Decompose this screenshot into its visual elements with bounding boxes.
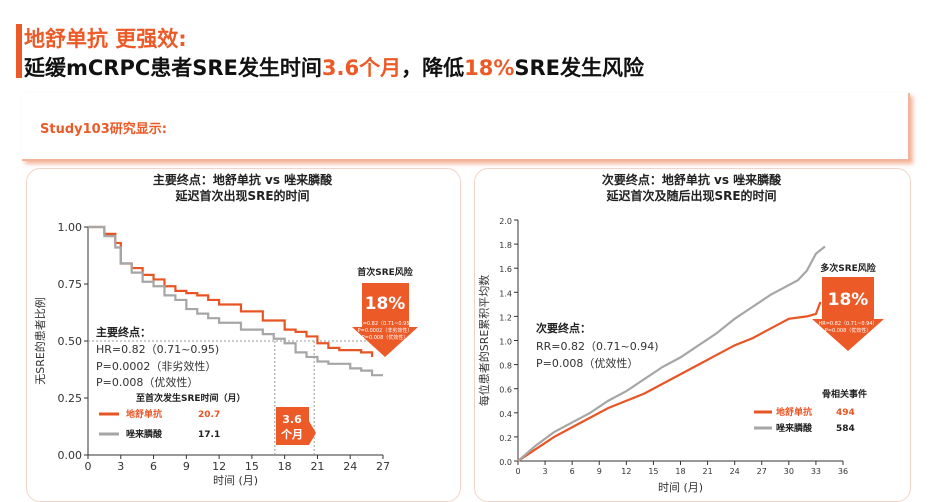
x-tick-label: 24 bbox=[730, 467, 740, 476]
x-tick-label: 0 bbox=[85, 460, 92, 473]
months-delta-badge: 3.6 个月 bbox=[276, 407, 316, 445]
headline-title: 地舒单抗 更强效: bbox=[24, 27, 187, 51]
series-line-zoledronic bbox=[88, 225, 383, 377]
legend-zoledronic-name: 唑来膦酸 bbox=[776, 422, 813, 434]
series-line-zoledronic bbox=[517, 245, 826, 462]
legend-denosumab-events: 494 bbox=[836, 408, 855, 418]
headline-part-1: 延缓mCRPC患者SRE发生时间 bbox=[24, 56, 322, 80]
y-tick-label: 1.00 bbox=[58, 221, 83, 234]
p-superiority: P=0.008（优效性） bbox=[536, 356, 638, 370]
y-tick-label: 0.6 bbox=[499, 386, 512, 395]
x-tick-label: 18 bbox=[278, 460, 292, 473]
x-tick-label: 6 bbox=[150, 460, 157, 473]
y-tick-label: 0.00 bbox=[58, 449, 83, 462]
study-banner bbox=[22, 93, 910, 161]
endpoint-title: 次要终点： bbox=[536, 321, 591, 335]
right-title-line2: 延迟首次及随后出现SRE的时间 bbox=[606, 189, 777, 203]
y-tick-label: 0.50 bbox=[58, 335, 83, 348]
legend-zoledronic-name: 唑来膦酸 bbox=[126, 428, 163, 440]
x-tick-label: 21 bbox=[310, 460, 324, 473]
y-tick-label: 1.4 bbox=[499, 289, 512, 298]
y-tick-label: 0.4 bbox=[499, 410, 512, 419]
x-axis-label: 时间 (月) bbox=[658, 481, 703, 494]
left-title-line2: 延迟首次出现SRE的时间 bbox=[175, 189, 310, 203]
y-axis-label: 每位患者的SRE累积平均数 bbox=[477, 275, 491, 407]
risk-value: 18% bbox=[828, 290, 869, 310]
legend-denosumab-name: 地舒单抗 bbox=[776, 406, 812, 418]
risk-title: 首次SRE风险 bbox=[357, 266, 414, 278]
first-sre-risk-arrow: 首次SRE风险 18% HR=0.82（0.71~0.95） P=0.0002（… bbox=[352, 266, 418, 357]
x-tick-label: 9 bbox=[597, 467, 602, 476]
risk-arrow-shape bbox=[352, 283, 418, 357]
x-tick-label: 12 bbox=[212, 460, 226, 473]
study-label: Study103研究显示: bbox=[40, 122, 167, 137]
left-title-line1: 主要终点：地舒单抗 vs 唑来膦酸 bbox=[152, 173, 333, 187]
y-axis-label: 无SRE的患者比例 bbox=[33, 297, 47, 385]
x-tick-label: 36 bbox=[838, 467, 848, 476]
legend-denosumab-name: 地舒单抗 bbox=[126, 408, 162, 420]
left-panel-title: 主要终点：地舒单抗 vs 唑来膦酸 延迟首次出现SRE的时间 bbox=[26, 172, 459, 204]
y-tick-label: 0.8 bbox=[499, 362, 512, 371]
x-tick-label: 27 bbox=[757, 467, 767, 476]
legend-denosumab-median: 20.7 bbox=[198, 410, 220, 420]
headline-part-5: SRE发生风险 bbox=[514, 56, 645, 80]
risk-arrow-shape bbox=[812, 277, 884, 351]
x-tick-label: 15 bbox=[245, 460, 259, 473]
y-tick-label: 1.8 bbox=[499, 241, 512, 250]
x-axis-label: 时间 (月) bbox=[213, 474, 258, 487]
y-tick-label: 1.2 bbox=[499, 313, 512, 322]
multiple-sre-risk-arrow: 多次SRE风险 18% HR=0.82（0.71~0.94） P=0.008（优… bbox=[812, 262, 884, 351]
right-title-line1: 次要终点：地舒单抗 vs 唑来膦酸 bbox=[601, 173, 782, 187]
events-title: 骨相关事件 bbox=[822, 388, 867, 400]
risk-p: P=0.008（优效性） bbox=[825, 327, 872, 334]
hr-text: HR=0.82（0.71~0.95) bbox=[96, 343, 219, 356]
legend-zoledronic-median: 17.1 bbox=[198, 430, 220, 440]
risk-hr: HR=0.82（0.71~0.95） bbox=[355, 321, 414, 327]
risk-hr: HR=0.82（0.71~0.94） bbox=[818, 321, 877, 327]
x-tick-label: 12 bbox=[621, 467, 631, 476]
x-tick-label: 27 bbox=[376, 460, 390, 473]
y-tick-label: 1.6 bbox=[499, 265, 512, 274]
y-tick-label: 2.0 bbox=[499, 217, 512, 226]
headline-highlight-months: 3.6个月 bbox=[321, 56, 402, 80]
p-superiority: P=0.008（优效性） bbox=[96, 375, 198, 389]
y-tick-label: 0.75 bbox=[58, 278, 83, 291]
delta-unit: 个月 bbox=[280, 427, 303, 441]
headline-highlight-percent: 18% bbox=[464, 56, 515, 80]
legend-zoledronic-events: 584 bbox=[836, 424, 855, 434]
x-tick-label: 9 bbox=[183, 460, 190, 473]
series-line-denosumab bbox=[517, 301, 822, 462]
headline-accent-bar bbox=[16, 24, 22, 78]
risk-title: 多次SRE风险 bbox=[820, 262, 877, 274]
y-tick-label: 0.25 bbox=[58, 392, 83, 405]
x-tick-label: 18 bbox=[675, 467, 685, 476]
headline-part-3: ，降低 bbox=[401, 56, 465, 80]
x-tick-label: 33 bbox=[811, 467, 821, 476]
risk-p2: P=0.008（优效性） bbox=[362, 334, 409, 341]
p-noninferiority: P=0.0002（非劣效性） bbox=[96, 359, 216, 373]
right-panel-title: 次要终点：地舒单抗 vs 唑来膦酸 延迟首次及随后出现SRE的时间 bbox=[474, 172, 909, 204]
secondary-endpoint-cumulative-chart: 0 3 6 9 12 15 18 21 24 27 30 33 360.00.20.40.60.81.0… bbox=[477, 217, 884, 494]
risk-value: 18% bbox=[365, 294, 406, 314]
x-tick-label: 21 bbox=[702, 467, 712, 476]
y-tick-label: 1.0 bbox=[499, 338, 512, 347]
x-tick-label: 15 bbox=[648, 467, 658, 476]
risk-p1: P=0.0002（非劣效性） bbox=[358, 327, 413, 334]
x-tick-label: 3 bbox=[117, 460, 124, 473]
delta-value: 3.6 bbox=[282, 413, 302, 426]
primary-endpoint-km-chart: 0 3 6 9 12 15 18 21 24 27 0.00 0.25 0.50 0.75 1.00 时间 (… bbox=[33, 221, 418, 487]
x-tick-label: 30 bbox=[784, 467, 794, 476]
x-tick-label: 6 bbox=[570, 467, 575, 476]
median-title: 至首次发生SRE时间（月） bbox=[136, 392, 246, 404]
delta-badge-shape bbox=[276, 407, 316, 445]
rr-text: RR=0.82（0.71~0.94) bbox=[536, 340, 659, 353]
x-tick-label: 3 bbox=[543, 467, 548, 476]
x-tick-label: 24 bbox=[343, 460, 357, 473]
headline-subtitle: 延缓mCRPC患者SRE发生时间3.6个月，降低18%SRE发生风险 bbox=[24, 52, 644, 82]
endpoint-title: 主要终点： bbox=[96, 325, 151, 339]
y-tick-label: 0.0 bbox=[499, 458, 512, 467]
x-tick-label: 0 bbox=[515, 467, 520, 476]
y-tick-label: 0.2 bbox=[499, 434, 512, 443]
